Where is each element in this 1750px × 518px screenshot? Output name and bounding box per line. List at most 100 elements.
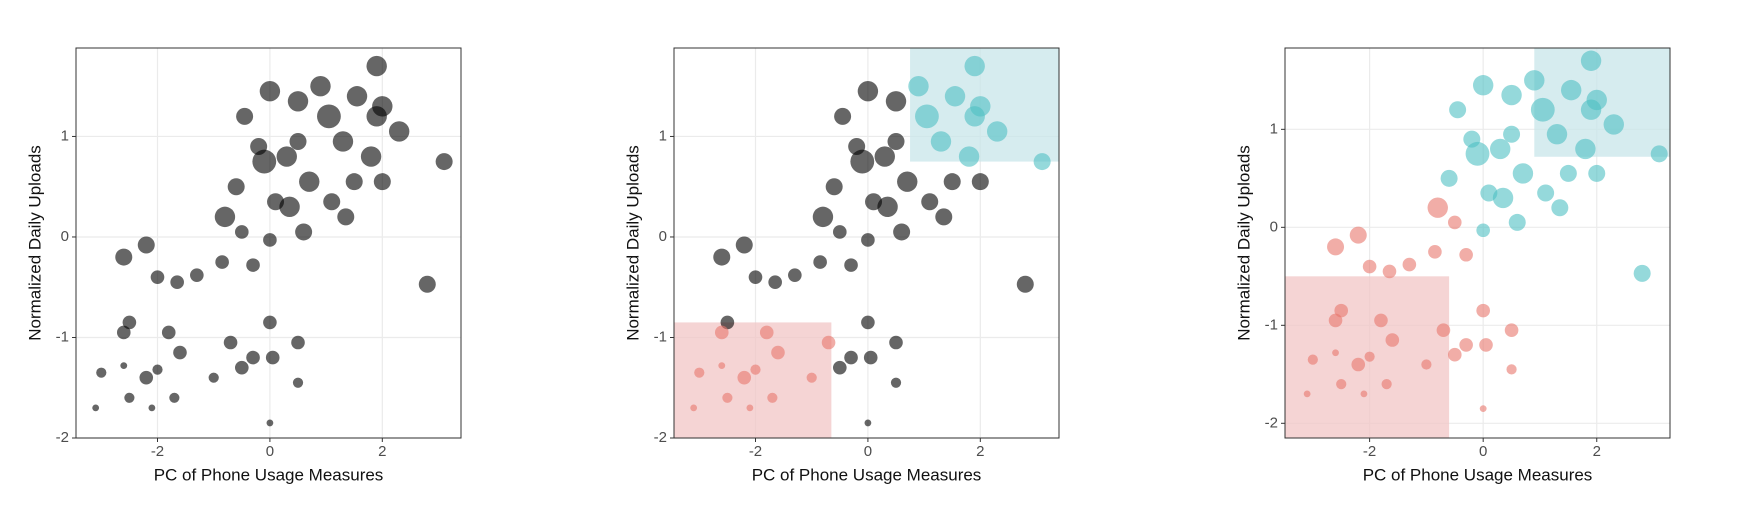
point <box>139 370 154 385</box>
x-tick-label: 0 <box>864 443 872 460</box>
point <box>122 315 137 330</box>
point <box>276 146 297 167</box>
point <box>768 275 782 290</box>
point <box>263 233 277 247</box>
point <box>833 225 847 239</box>
x-tick-label: -2 <box>151 443 164 460</box>
point <box>986 121 1008 142</box>
point <box>345 173 363 191</box>
point <box>346 86 368 107</box>
y-tick-label: -1 <box>1265 316 1278 333</box>
point <box>137 236 155 254</box>
point <box>1382 264 1397 279</box>
y-tick-label: -2 <box>1265 414 1278 431</box>
point <box>864 419 872 427</box>
point <box>1421 359 1432 370</box>
point <box>971 173 989 191</box>
y-tick-label: -1 <box>654 328 667 345</box>
point <box>821 335 836 350</box>
point <box>1362 259 1377 274</box>
point <box>714 325 729 340</box>
point <box>889 335 903 350</box>
y-axis-title: Normalized Daily Uploads <box>1234 145 1253 341</box>
point <box>788 268 802 282</box>
point <box>265 350 280 365</box>
point <box>1537 184 1555 202</box>
point <box>1016 275 1034 293</box>
point <box>246 350 260 365</box>
point <box>1327 238 1345 256</box>
point <box>943 173 961 191</box>
point <box>115 248 133 266</box>
point <box>863 350 878 365</box>
x-tick-label: -2 <box>1363 443 1376 460</box>
y-axis-title: Normalized Daily Uploads <box>623 145 642 341</box>
point <box>844 350 858 365</box>
y-tick-label: 0 <box>1270 218 1278 235</box>
point <box>170 275 184 290</box>
point <box>1575 138 1596 160</box>
point <box>806 372 817 383</box>
point <box>1476 303 1490 318</box>
point <box>259 81 281 102</box>
point <box>915 104 939 129</box>
point <box>263 315 277 330</box>
point <box>1349 226 1367 244</box>
point <box>1303 390 1311 398</box>
point <box>1551 199 1569 217</box>
y-tick-label: -1 <box>56 328 69 345</box>
y-tick-label: -2 <box>56 429 69 446</box>
point <box>435 153 453 171</box>
point <box>1580 50 1602 71</box>
point <box>893 223 911 241</box>
panel: -2 0 2 -2 -1 0 1 PC of Phone Usage Measures Norm… <box>623 47 1060 484</box>
point <box>223 335 238 350</box>
point <box>897 171 918 192</box>
point <box>208 372 219 383</box>
point <box>964 55 985 77</box>
x-axis-title: PC of Phone Usage Measures <box>1363 465 1593 484</box>
point <box>750 364 761 375</box>
point <box>1504 323 1519 338</box>
y-tick-label: 1 <box>659 127 667 144</box>
point <box>360 146 382 167</box>
point <box>246 258 260 272</box>
point <box>1385 333 1400 347</box>
point <box>373 173 391 191</box>
point <box>1459 247 1473 262</box>
point <box>1428 245 1442 259</box>
y-tick-label: 0 <box>61 228 69 245</box>
point <box>844 258 858 272</box>
point <box>1447 347 1462 362</box>
point <box>266 419 274 427</box>
point <box>152 364 163 375</box>
plot-border <box>1284 47 1671 439</box>
point <box>1650 145 1668 163</box>
x-tick-label: 0 <box>1479 443 1487 460</box>
x-tick-label: 2 <box>976 443 984 460</box>
point <box>366 55 387 77</box>
point <box>1459 338 1473 352</box>
point <box>813 255 827 269</box>
x-tick-label: 2 <box>378 443 386 460</box>
point <box>1479 405 1487 413</box>
point <box>1503 125 1521 143</box>
highlight-region <box>674 322 832 438</box>
point <box>148 404 156 412</box>
point <box>323 193 341 211</box>
point <box>292 377 304 388</box>
point <box>1559 164 1577 182</box>
y-axis-title: Normalized Daily Uploads <box>25 145 44 341</box>
point <box>418 275 436 293</box>
point <box>694 367 705 378</box>
x-tick-label: 0 <box>266 443 274 460</box>
point <box>748 270 763 284</box>
point <box>1508 213 1526 231</box>
point <box>1427 197 1448 218</box>
point <box>930 131 952 152</box>
point <box>1381 379 1392 390</box>
point <box>116 325 131 340</box>
point <box>372 96 393 117</box>
point <box>850 149 875 174</box>
